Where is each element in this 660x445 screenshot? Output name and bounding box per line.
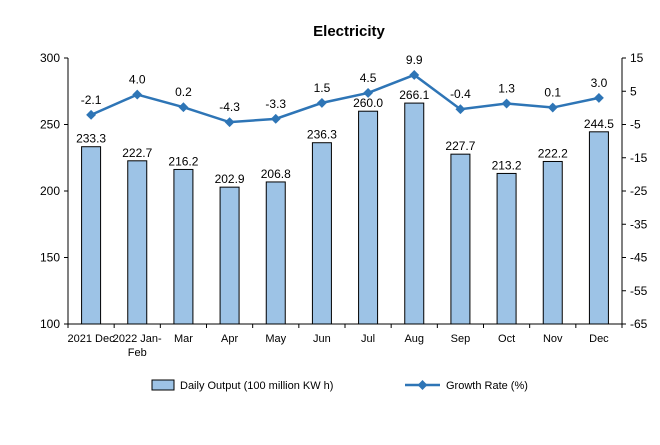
axes: 100150200250300-65-55-45-35-25-15-551520… [40, 51, 648, 359]
line-series: -2.1 4.0 0.2 -4.3 -3.3 1.5 4.5 9.9 -0.4 1.3 0.1 3.0 [81, 53, 608, 128]
left-tick-label: 250 [40, 118, 60, 132]
x-tick-label-line: Jun [313, 333, 331, 345]
x-tick-label: 2022 Jan- Feb [113, 333, 162, 359]
x-tick-label: Oct [498, 333, 515, 345]
right-tick-label: -15 [630, 151, 648, 165]
right-tick-label: -25 [630, 184, 648, 198]
growth-rate-label: -0.4 [450, 87, 471, 101]
bar [265, 181, 286, 325]
bar-value-label: 222.7 [122, 146, 152, 160]
bar-value-label: 216.2 [168, 154, 198, 168]
bar-value-label: 202.9 [215, 172, 245, 186]
legend: Daily Output (100 million KW h) Growth Ra… [151, 379, 528, 392]
growth-rate-label: 4.0 [129, 73, 146, 87]
growth-rate-point [86, 109, 97, 120]
growth-rate-label: 3.0 [591, 76, 608, 90]
bar [127, 160, 148, 325]
legend-bar-swatch [151, 379, 175, 391]
x-tick-label-line: Dec [589, 333, 609, 345]
growth-rate-point [547, 102, 558, 113]
x-tick-label: Dec [589, 333, 609, 345]
x-tick-label-line: Oct [498, 333, 515, 345]
growth-rate-label: 4.5 [360, 71, 377, 85]
growth-rate-point [501, 98, 512, 109]
x-tick-label: Apr [221, 333, 238, 345]
growth-rate-point [224, 117, 235, 128]
growth-rate-label: 9.9 [406, 53, 423, 67]
x-tick-label: May [265, 333, 286, 345]
x-tick-label-line: 2022 Jan- [113, 333, 162, 345]
bar [588, 131, 609, 325]
x-tick-label-line: May [265, 333, 286, 345]
bar [450, 153, 471, 325]
left-tick-label: 300 [40, 51, 60, 65]
growth-rate-point [132, 89, 143, 100]
bar [311, 142, 332, 325]
x-tick-label: Jun [313, 333, 331, 345]
x-tick-label: Nov [543, 333, 563, 345]
x-tick-label: Aug [404, 333, 424, 345]
x-tick-label-line: Jul [361, 333, 375, 345]
bar-value-label: 233.3 [76, 132, 106, 146]
x-tick-label-line: Apr [221, 333, 238, 345]
legend-line-marker [417, 380, 428, 390]
right-tick-label: 15 [630, 51, 644, 65]
growth-rate-label: 1.5 [314, 81, 331, 95]
bar [542, 160, 563, 325]
bar-value-label: 266.1 [399, 88, 429, 102]
x-tick-label-line: Feb [128, 347, 147, 359]
bar-series: 233.3 222.7 216.2 202.9 206.8 236.3 260.0 266.1… [76, 88, 614, 325]
right-tick-label: -55 [630, 284, 648, 298]
growth-rate-point [316, 97, 327, 108]
growth-rate-label: 1.3 [498, 82, 515, 96]
growth-rate-label: -2.1 [81, 93, 102, 107]
bar-value-label: 260.0 [353, 96, 383, 110]
growth-rate-point [270, 113, 281, 124]
growth-rate-label: 0.2 [175, 85, 192, 99]
x-tick-label-line: Mar [174, 333, 193, 345]
legend-line-label: Growth Rate (%) [446, 380, 528, 392]
bar-value-label: 236.3 [307, 128, 337, 142]
growth-rate-label: 0.1 [544, 86, 561, 100]
x-tick-label-line: Nov [543, 333, 563, 345]
legend-bar-label: Daily Output (100 million KW h) [180, 380, 333, 392]
growth-rate-point [178, 102, 189, 113]
bar [81, 146, 102, 325]
growth-rate-label: -3.3 [265, 97, 286, 111]
left-tick-label: 200 [40, 184, 60, 198]
bar [358, 110, 379, 325]
bar [173, 168, 194, 325]
bar-value-label: 213.2 [492, 158, 522, 172]
left-tick-label: 100 [40, 317, 60, 331]
bar-value-label: 227.7 [445, 139, 475, 153]
bar [496, 172, 517, 325]
growth-rate-line [90, 73, 600, 124]
x-tick-label-line: Sep [451, 333, 471, 345]
bar [404, 102, 425, 325]
chart-title: Electricity [313, 23, 385, 40]
x-tick-label: Sep [451, 333, 471, 345]
x-tick-label: 2021 Dec [68, 333, 116, 345]
left-tick-label: 150 [40, 251, 60, 265]
x-tick-label-line: 2021 Dec [68, 333, 116, 345]
bar [219, 186, 240, 325]
x-tick-label: Jul [361, 333, 375, 345]
right-tick-label: -45 [630, 251, 648, 265]
right-tick-label: -35 [630, 217, 648, 231]
right-tick-label: 5 [630, 84, 637, 98]
x-tick-label: Mar [174, 333, 193, 345]
bar-value-label: 244.5 [584, 117, 614, 131]
growth-rate-point [593, 92, 604, 103]
bar-value-label: 222.2 [538, 146, 568, 160]
right-tick-label: -5 [630, 118, 641, 132]
x-tick-label-line: Aug [404, 333, 424, 345]
bar-value-label: 206.8 [261, 167, 291, 181]
growth-rate-label: -4.3 [219, 100, 240, 114]
right-tick-label: -65 [630, 317, 648, 331]
